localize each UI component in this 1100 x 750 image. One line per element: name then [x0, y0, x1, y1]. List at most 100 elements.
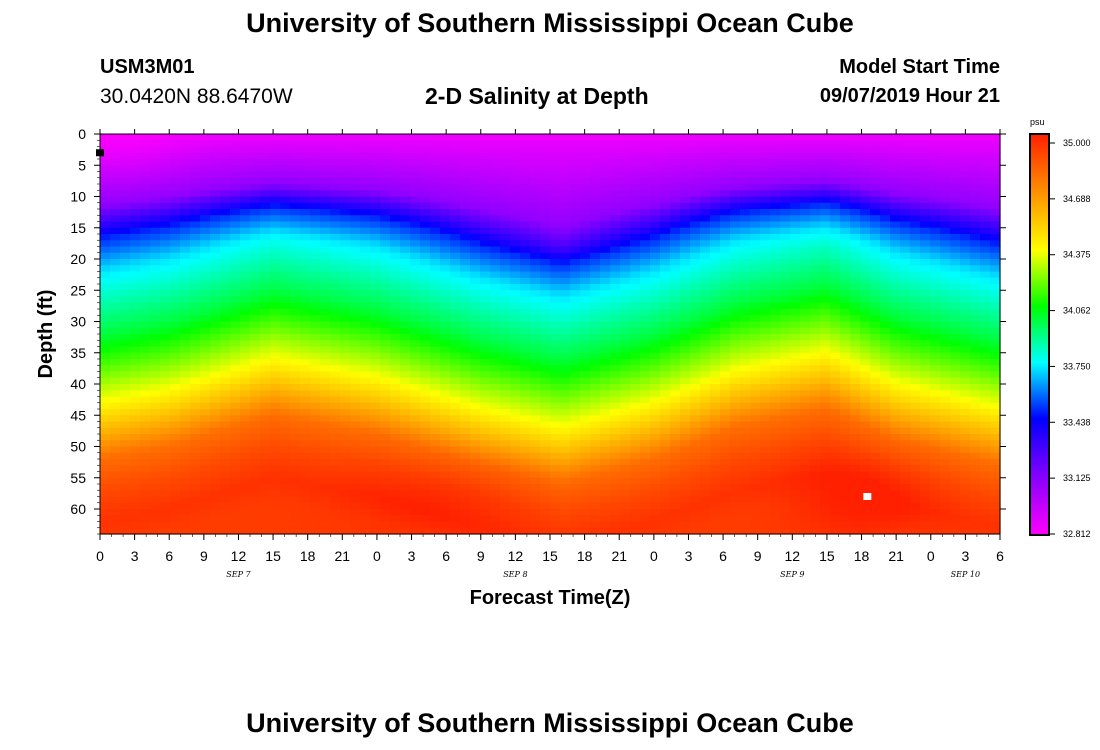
heatmap-cell: [270, 459, 281, 466]
heatmap-cell: [470, 359, 481, 366]
heatmap-cell: [730, 159, 741, 166]
heatmap-cell: [510, 177, 521, 185]
heatmap-cell: [670, 277, 681, 285]
heatmap-cell: [790, 396, 801, 404]
heatmap-cell: [830, 371, 841, 379]
heatmap-cell: [260, 521, 271, 529]
heatmap-cell: [500, 459, 511, 466]
heatmap-cell: [160, 521, 171, 529]
heatmap-cell: [260, 359, 271, 366]
heatmap-cell: [290, 415, 301, 423]
heatmap-cell: [580, 184, 591, 191]
heatmap-cell: [210, 140, 221, 148]
heatmap-cell: [390, 396, 401, 404]
heatmap-cell: [660, 234, 671, 241]
heatmap-cell: [570, 434, 581, 441]
heatmap-cell: [870, 459, 881, 466]
heatmap-cell: [280, 371, 291, 379]
heatmap-cell: [730, 309, 741, 316]
heatmap-cell: [250, 327, 261, 335]
heatmap-cell: [300, 452, 311, 460]
heatmap-cell: [150, 465, 161, 473]
heatmap-cell: [820, 234, 831, 241]
heatmap-cell: [430, 421, 441, 429]
heatmap-cell: [580, 434, 591, 441]
heatmap-cell: [340, 415, 351, 423]
heatmap-cell: [160, 296, 171, 304]
heatmap-cell: [790, 352, 801, 360]
heatmap-cell: [260, 396, 271, 404]
heatmap-cell: [770, 359, 781, 366]
heatmap-cell: [550, 434, 561, 441]
heatmap-cell: [150, 446, 161, 454]
heatmap-cell: [550, 159, 561, 166]
heatmap-cell: [560, 215, 571, 223]
heatmap-cell: [360, 271, 371, 279]
heatmap-cell: [630, 134, 641, 141]
heatmap-cell: [130, 165, 141, 173]
heatmap-cell: [840, 502, 851, 510]
heatmap-cell: [810, 377, 821, 385]
heatmap-cell: [430, 277, 441, 285]
heatmap-cell: [650, 277, 661, 285]
heatmap-cell: [770, 321, 781, 329]
heatmap-cell: [180, 215, 191, 223]
heatmap-cell: [490, 359, 501, 366]
heatmap-cell: [510, 240, 521, 248]
heatmap-cell: [790, 309, 801, 316]
heatmap-cell: [200, 146, 211, 154]
heatmap-cell: [710, 265, 721, 273]
heatmap-cell: [120, 290, 131, 298]
heatmap-cell: [770, 352, 781, 360]
heatmap-cell: [590, 471, 601, 479]
heatmap-cell: [830, 527, 841, 535]
heatmap-cell: [190, 465, 201, 473]
heatmap-cell: [650, 390, 661, 398]
heatmap-cell: [570, 165, 581, 173]
heatmap-cell: [180, 252, 191, 260]
heatmap-cell: [800, 459, 811, 466]
heatmap-cell: [200, 284, 211, 291]
heatmap-cell: [820, 190, 831, 198]
heatmap-cell: [260, 284, 271, 291]
heatmap-cell: [680, 509, 691, 516]
heatmap-cell: [520, 502, 531, 510]
heatmap-cell: [550, 246, 561, 254]
heatmap-cell: [610, 484, 621, 491]
heatmap-cell: [510, 152, 521, 160]
heatmap-cell: [640, 340, 651, 348]
heatmap-cell: [290, 346, 301, 354]
heatmap-cell: [300, 296, 311, 304]
heatmap-cell: [460, 315, 471, 323]
heatmap-cell: [510, 334, 521, 341]
heatmap-cell: [590, 440, 601, 448]
heatmap-cell: [440, 427, 451, 435]
heatmap-cell: [860, 521, 871, 529]
heatmap-cell: [710, 440, 721, 448]
heatmap-cell: [110, 152, 121, 160]
heatmap-cell: [720, 215, 731, 223]
heatmap-cell: [740, 415, 751, 423]
heatmap-cell: [210, 290, 221, 298]
heatmap-cell: [330, 477, 341, 485]
heatmap-cell: [700, 340, 711, 348]
heatmap-cell: [250, 402, 261, 410]
heatmap-cell: [440, 134, 451, 141]
heatmap-cell: [520, 521, 531, 529]
heatmap-cell: [230, 359, 241, 366]
heatmap-cell: [280, 390, 291, 398]
heatmap-cell: [420, 327, 431, 335]
heatmap-cell: [220, 327, 231, 335]
heatmap-cell: [540, 427, 551, 435]
heatmap-cell: [470, 402, 481, 410]
heatmap-cell: [160, 240, 171, 248]
heatmap-cell: [400, 471, 411, 479]
heatmap-cell: [170, 490, 181, 498]
heatmap-cell: [310, 259, 321, 266]
heatmap-cell: [690, 140, 701, 148]
heatmap-cell: [790, 290, 801, 298]
heatmap-cell: [730, 446, 741, 454]
heatmap-cell: [290, 490, 301, 498]
heatmap-cell: [300, 284, 311, 291]
heatmap-cell: [200, 409, 211, 416]
